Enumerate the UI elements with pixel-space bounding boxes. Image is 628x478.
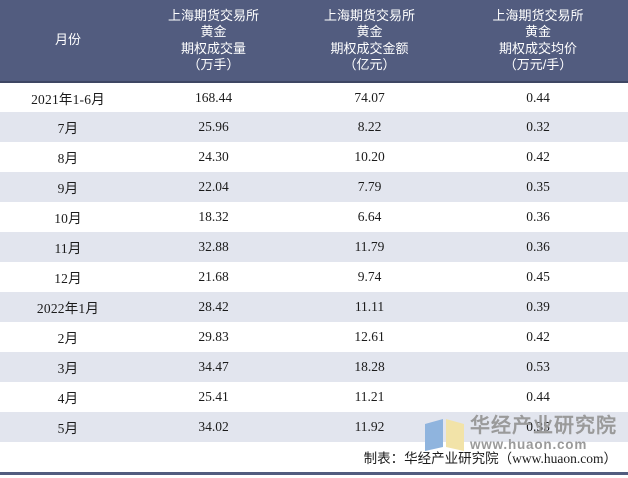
table-row: 10月 18.32 6.64 0.36 xyxy=(0,202,628,232)
column-header-volume-line-1: 上海期货交易所 xyxy=(167,7,259,23)
column-header-volume: 上海期货交易所 黄金 期权成交量 （万手） xyxy=(136,0,291,83)
table-row: 9月 22.04 7.79 0.35 xyxy=(0,172,628,202)
cell-amount: 18.28 xyxy=(291,352,448,382)
cell-amount: 8.22 xyxy=(291,112,448,142)
table-row: 7月 25.96 8.22 0.32 xyxy=(0,112,628,142)
cell-avgprice: 0.42 xyxy=(448,142,628,172)
table-header: 月份 上海期货交易所 黄金 期权成交量 （万手） 上海期货交易所 黄金 期权成交… xyxy=(0,0,628,83)
cell-amount: 7.79 xyxy=(291,172,448,202)
column-header-avgprice-line-4: （万元/手） xyxy=(503,57,573,72)
column-header-month-line-1: 月份 xyxy=(54,32,81,48)
cell-volume: 24.30 xyxy=(136,142,291,172)
cell-avgprice: 0.42 xyxy=(448,322,628,352)
column-header-volume-line-3: 期权成交量 xyxy=(180,40,246,56)
cell-amount: 11.92 xyxy=(291,412,448,442)
table-row: 2月 29.83 12.61 0.42 xyxy=(0,322,628,352)
table-row: 2021年1-6月 168.44 74.07 0.44 xyxy=(0,82,628,112)
cell-amount: 12.61 xyxy=(291,322,448,352)
cell-volume: 34.47 xyxy=(136,352,291,382)
cell-volume: 25.96 xyxy=(136,112,291,142)
cell-avgprice: 0.35 xyxy=(448,172,628,202)
column-header-amount-line-4: （亿元） xyxy=(343,57,396,72)
cell-amount: 74.07 xyxy=(291,82,448,112)
table-row: 4月 25.41 11.21 0.44 xyxy=(0,382,628,412)
column-header-avgprice-line-2: 黄金 xyxy=(524,24,551,39)
cell-avgprice: 0.39 xyxy=(448,292,628,322)
cell-volume: 34.02 xyxy=(136,412,291,442)
cell-amount: 9.74 xyxy=(291,262,448,292)
cell-amount: 6.64 xyxy=(291,202,448,232)
table-row: 3月 34.47 18.28 0.53 xyxy=(0,352,628,382)
cell-month: 2021年1-6月 xyxy=(0,82,136,112)
cell-month: 4月 xyxy=(0,382,136,412)
cell-volume: 29.83 xyxy=(136,322,291,352)
cell-volume: 18.32 xyxy=(136,202,291,232)
cell-month: 2022年1月 xyxy=(0,292,136,322)
cell-month: 9月 xyxy=(0,172,136,202)
cell-volume: 28.42 xyxy=(136,292,291,322)
cell-month: 12月 xyxy=(0,262,136,292)
table-header-row: 月份 上海期货交易所 黄金 期权成交量 （万手） 上海期货交易所 黄金 期权成交… xyxy=(0,0,628,83)
cell-month: 5月 xyxy=(0,412,136,442)
cell-amount: 11.79 xyxy=(291,232,448,262)
cell-volume: 22.04 xyxy=(136,172,291,202)
column-header-amount: 上海期货交易所 黄金 期权成交金额 （亿元） xyxy=(291,0,448,83)
bottom-rule xyxy=(0,472,628,475)
cell-avgprice: 0.44 xyxy=(448,82,628,112)
cell-volume: 32.88 xyxy=(136,232,291,262)
cell-avgprice: 0.53 xyxy=(448,352,628,382)
table-body: 2021年1-6月 168.44 74.07 0.44 7月 25.96 8.22 0.32 8… xyxy=(0,82,628,442)
column-header-amount-line-1: 上海期货交易所 xyxy=(323,7,415,23)
table-row: 5月 34.02 11.92 0.35 xyxy=(0,412,628,442)
cell-avgprice: 0.36 xyxy=(448,202,628,232)
cell-amount: 11.21 xyxy=(291,382,448,412)
column-header-month: 月份 xyxy=(0,0,136,83)
cell-month: 10月 xyxy=(0,202,136,232)
cell-month: 2月 xyxy=(0,322,136,352)
cell-avgprice: 0.36 xyxy=(448,232,628,262)
cell-volume: 21.68 xyxy=(136,262,291,292)
cell-month: 7月 xyxy=(0,112,136,142)
column-header-volume-line-4: （万手） xyxy=(187,57,240,72)
cell-amount: 10.20 xyxy=(291,142,448,172)
cell-month: 3月 xyxy=(0,352,136,382)
column-header-amount-line-2: 黄金 xyxy=(356,24,383,39)
cell-volume: 168.44 xyxy=(136,82,291,112)
table-row: 8月 24.30 10.20 0.42 xyxy=(0,142,628,172)
cell-avgprice: 0.45 xyxy=(448,262,628,292)
table-row: 2022年1月 28.42 11.11 0.39 xyxy=(0,292,628,322)
cell-avgprice: 0.35 xyxy=(448,412,628,442)
table-row: 11月 32.88 11.79 0.36 xyxy=(0,232,628,262)
cell-avgprice: 0.44 xyxy=(448,382,628,412)
table-row: 12月 21.68 9.74 0.45 xyxy=(0,262,628,292)
column-header-amount-line-3: 期权成交金额 xyxy=(330,40,409,56)
column-header-avgprice-line-3: 期权成交均价 xyxy=(498,40,577,56)
gold-options-table: 月份 上海期货交易所 黄金 期权成交量 （万手） 上海期货交易所 黄金 期权成交… xyxy=(0,0,628,442)
column-header-volume-line-2: 黄金 xyxy=(200,24,227,39)
cell-avgprice: 0.32 xyxy=(448,112,628,142)
cell-month: 11月 xyxy=(0,232,136,262)
column-header-avgprice: 上海期货交易所 黄金 期权成交均价 （万元/手） xyxy=(448,0,628,83)
cell-amount: 11.11 xyxy=(291,292,448,322)
column-header-avgprice-line-1: 上海期货交易所 xyxy=(492,7,584,23)
cell-volume: 25.41 xyxy=(136,382,291,412)
cell-month: 8月 xyxy=(0,142,136,172)
credit-footer: 制表：华经产业研究院（www.huaon.com） xyxy=(363,451,617,466)
